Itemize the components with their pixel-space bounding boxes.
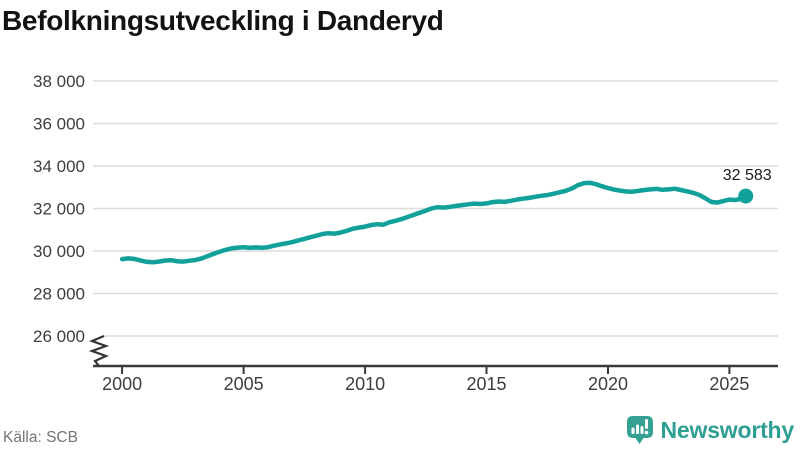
x-tick-label: 2005 xyxy=(224,374,264,394)
y-tick-label: 32 000 xyxy=(33,200,85,219)
population-line xyxy=(119,180,748,265)
y-tick-label: 26 000 xyxy=(33,327,85,346)
newsworthy-bubble-barchart-icon xyxy=(626,416,653,444)
y-tick-label: 28 000 xyxy=(33,285,85,304)
x-axis xyxy=(93,364,778,374)
x-tick-label: 2025 xyxy=(709,374,749,394)
newsworthy-logo[interactable]: Newsworthy xyxy=(626,415,794,445)
chart-title: Befolkningsutveckling i Danderyd xyxy=(2,5,444,36)
grid-lines xyxy=(93,80,778,337)
source-note: Källa: SCB xyxy=(3,429,78,446)
y-tick-label: 30 000 xyxy=(33,242,85,261)
x-tick-label: 2010 xyxy=(345,374,385,394)
y-axis-labels: 26 000 28 000 30 000 32 000 34 000 36 000 38 0… xyxy=(33,72,85,346)
x-axis-labels: 2000 2005 2010 2015 2020 2025 xyxy=(102,374,749,394)
x-tick-label: 2000 xyxy=(102,374,142,394)
y-tick-label: 34 000 xyxy=(33,157,85,176)
x-tick-label: 2015 xyxy=(466,374,506,394)
last-value-label: 32 583 xyxy=(723,167,772,184)
axis-break-icon xyxy=(88,334,110,367)
x-tick-label: 2020 xyxy=(588,374,628,394)
y-tick-label: 38 000 xyxy=(33,72,85,91)
y-tick-label: 36 000 xyxy=(33,115,85,134)
brand-name: Newsworthy xyxy=(660,416,795,443)
last-point-dot xyxy=(738,188,754,204)
